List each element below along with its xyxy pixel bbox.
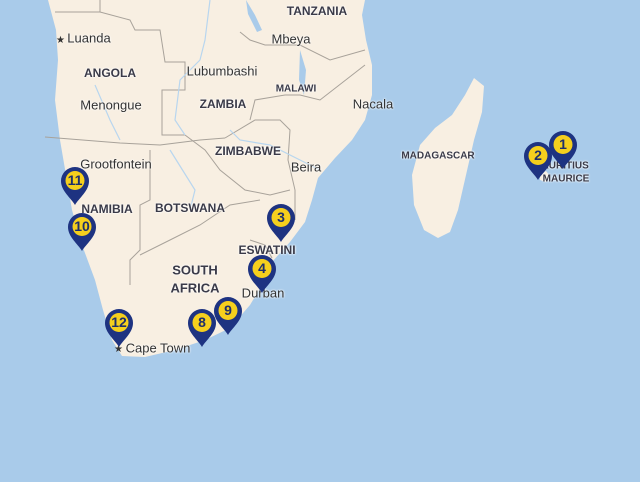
africa-landmass xyxy=(48,0,372,357)
map-marker-11[interactable]: 11 xyxy=(60,166,90,206)
label-angola: ANGOLA xyxy=(84,66,136,80)
marker-pin-icon xyxy=(248,255,276,293)
label-botswana: BOTSWANA xyxy=(155,201,225,215)
label-zimbabwe: ZIMBABWE xyxy=(215,144,281,158)
madagascar-landmass xyxy=(412,78,484,238)
capital-star-luanda: ★ xyxy=(56,35,65,46)
marker-pin-icon xyxy=(188,309,216,347)
map-marker-1[interactable]: 1 xyxy=(548,130,578,170)
marker-pin-icon xyxy=(61,167,89,205)
label-namibia: NAMIBIA xyxy=(81,202,133,216)
label-beira: Beira xyxy=(290,159,322,175)
label-durban: Durban xyxy=(241,285,285,301)
marker-pin-icon xyxy=(105,309,133,347)
marker-pin-icon xyxy=(549,131,577,169)
label-menongue: Menongue xyxy=(80,97,142,113)
marker-pin-icon xyxy=(267,204,295,242)
label-malawi: MALAWI xyxy=(275,83,317,95)
marker-number: 10 xyxy=(74,218,90,234)
label-lubumbashi: Lubumbashi xyxy=(186,63,258,79)
map-marker-9[interactable]: 9 xyxy=(213,296,243,336)
rivers xyxy=(94,0,321,211)
map-marker-2[interactable]: 2 xyxy=(523,141,553,181)
marker-number: 12 xyxy=(111,314,127,330)
label-maurice: MAURICE xyxy=(542,173,590,185)
map-marker-4[interactable]: 4 xyxy=(247,254,277,294)
marker-number: 4 xyxy=(258,260,266,276)
label-mbeya: Mbeya xyxy=(271,31,311,47)
label-nacala: Nacala xyxy=(352,96,394,112)
marker-number: 1 xyxy=(559,136,567,152)
marker-number: 11 xyxy=(67,172,83,188)
label-madagascar: MADAGASCAR xyxy=(401,150,475,162)
marker-number: 2 xyxy=(534,147,542,163)
marker-pin-icon xyxy=(214,297,242,335)
marker-pin-icon xyxy=(524,142,552,180)
capital-star-cape-town: ★ xyxy=(114,344,123,355)
marker-number: 3 xyxy=(277,209,285,225)
label-eswatini: ESWATINI xyxy=(238,243,296,257)
label-tanzania: TANZANIA xyxy=(286,4,348,18)
label-luanda: Luanda xyxy=(67,30,111,46)
map-marker-3[interactable]: 3 xyxy=(266,203,296,243)
marker-number: 9 xyxy=(224,302,232,318)
label-africa: AFRICA xyxy=(170,280,220,296)
label-south: SOUTH xyxy=(172,262,218,278)
country-borders xyxy=(44,0,366,285)
marker-number: 8 xyxy=(198,314,206,330)
lakes xyxy=(246,0,306,95)
label-zambia: ZAMBIA xyxy=(199,97,247,111)
label-cape-town: Cape Town xyxy=(125,340,191,356)
map-marker-10[interactable]: 10 xyxy=(67,212,97,252)
label-grootfontein: Grootfontein xyxy=(80,156,152,172)
map-marker-8[interactable]: 8 xyxy=(187,308,217,348)
map-marker-12[interactable]: 12 xyxy=(104,308,134,348)
marker-pin-icon xyxy=(68,213,96,251)
